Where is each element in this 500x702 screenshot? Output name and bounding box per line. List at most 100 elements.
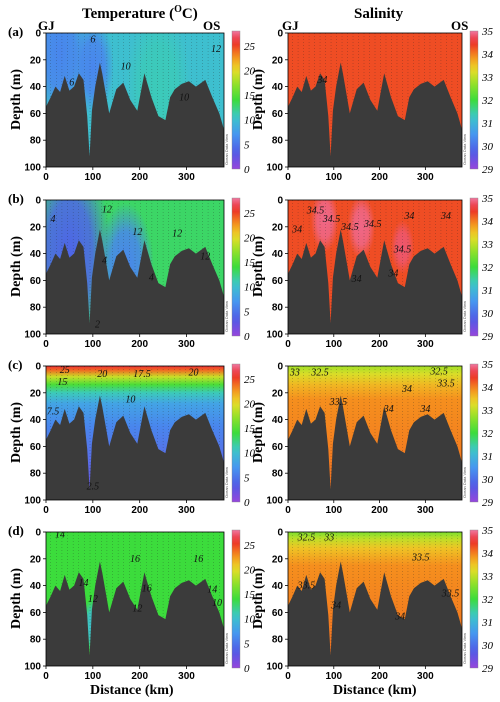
panel-a-temperature-colorbar-tick-label: 15 [244, 90, 256, 102]
panel-d-temperature-x-tick-label: 300 [178, 671, 195, 682]
panel-d-temperature-x-tick-label: 0 [43, 671, 49, 682]
panel-a-salinity-depth-axis-label: Depth (m) [251, 69, 266, 130]
panel-b-temperature-field: 4 12 12 12 12 4 4 2 [46, 200, 224, 334]
panel-a-temperature-contour-label: 10 [179, 92, 189, 103]
panel-c-temperature-contour-label: 7.5 [47, 407, 60, 418]
panel-a-temperature-field: 6 6 10 10 12 [46, 33, 224, 167]
panel-b-temperature-y-tick-label: 100 [24, 330, 41, 341]
panel-b-temperature-contour-label: 12 [132, 227, 142, 238]
panel-d-salinity-contour-label: 34 [330, 601, 341, 612]
panel-d-salinity-colorbar-tick-label: 33 [481, 571, 494, 583]
panel-a-salinity-y-tick-label: 20 [272, 55, 284, 66]
panel-b-salinity-x-tick-label: 300 [417, 339, 434, 350]
panel-a-salinity-colorbar-tick-label: 31 [481, 118, 493, 130]
panel-b-salinity-contour-label: 34 [403, 211, 414, 222]
panel-c-temperature-y-tick-label: 100 [24, 496, 41, 507]
distance-axis-label-left: Distance (km) [90, 683, 174, 698]
panel-a-salinity-y-tick-label: 0 [277, 29, 283, 40]
panel-d-temperature-colorbar-tick-label: 5 [244, 638, 250, 650]
panel-a-salinity-field: 34 [288, 33, 462, 167]
panel-d-temperature-x-tick-label: 200 [131, 671, 148, 682]
panel-a-temperature-y-tick-label: 100 [24, 163, 41, 174]
panel-a-temperature-colorbar-tick-label: 10 [244, 115, 256, 127]
panel-b-salinity-colorbar-tick-label: 33 [481, 239, 494, 251]
panel-a-salinity-colorbar-tick-label: 33 [481, 72, 494, 84]
panel-b-salinity-contour-label: 34.5 [340, 222, 359, 233]
panel-d-salinity-contour-label: 34 [394, 611, 405, 622]
panel-a-salinity-x-tick-label: 0 [285, 172, 291, 183]
panel-c-temperature-y-tick-label: 60 [30, 442, 42, 453]
panel-b-salinity-x-tick-label: 100 [325, 339, 342, 350]
panel-c-temperature-contour-label: 17.5 [133, 369, 151, 380]
panel-b-temperature-contour-label: 4 [149, 273, 154, 284]
panel-b-temperature-x-tick-label: 200 [131, 339, 148, 350]
panel-d-salinity-x-tick-label: 100 [325, 671, 342, 682]
panel-c-salinity-y-tick-label: 0 [277, 362, 283, 373]
panel-a-temperature-y-tick-label: 60 [30, 109, 42, 120]
panel-b-temperature-x-tick-label: 0 [43, 339, 49, 350]
panel-b-temperature-x-tick-label: 100 [84, 339, 101, 350]
panel-c-temperature-contour-label: 20 [97, 369, 107, 380]
distance-axis-label-right: Distance (km) [333, 683, 417, 698]
panel-c-temperature-x-tick-label: 200 [131, 505, 148, 516]
panel-d-temperature-y-tick-label: 20 [30, 554, 42, 565]
panel-a-temperature-y-tick-label: 20 [30, 55, 42, 66]
panel-d-salinity-contour-label: 33.5 [411, 552, 430, 563]
panel-b-temperature-colorbar-tick-label: 10 [244, 282, 256, 294]
panel-b-temperature-y-tick-label: 60 [30, 276, 42, 287]
panel-c-salinity-contour-label: 32.5 [429, 366, 448, 377]
panel-d-salinity-depth-axis-label: Depth (m) [251, 568, 266, 629]
panel-b-salinity-anomaly [391, 220, 414, 274]
panel-c-salinity-x-tick-label: 0 [285, 505, 291, 516]
panel-b-temperature-colorbar-tick-label: 20 [244, 232, 256, 244]
panel-c-temperature-colorbar-tick-label: 0 [244, 497, 250, 509]
panel-b-salinity-contour-label: 34.5 [322, 214, 341, 225]
panel-a-temperature-colorbar-tick-label: 0 [244, 164, 250, 176]
panel-c-salinity-colorbar [469, 363, 479, 503]
panel-c-salinity-watermark: Ocean Data View [462, 467, 467, 498]
panel-b-salinity-contour-label: 34.5 [306, 206, 325, 217]
panel-b-temperature-y-tick-label: 40 [30, 249, 42, 260]
panel-a-temperature-y-tick-label: 0 [35, 29, 41, 40]
panel-c-temperature-contour-label: 2.5 [87, 482, 100, 493]
panel-c-temperature-y-tick-label: 20 [30, 388, 42, 399]
panel-c-salinity-y-tick-label: 100 [266, 496, 283, 507]
panel-a-temperature-x-tick-label: 0 [43, 172, 49, 183]
panel-a-temperature-depth-axis-label: Depth (m) [9, 69, 24, 130]
panel-label-a: (a) [8, 24, 23, 39]
panel-d-temperature-colorbar-tick-label: 0 [244, 663, 250, 675]
panel-a-temperature-x-tick-label: 300 [178, 172, 195, 183]
panel-d-temperature-contour-label: 16 [130, 554, 140, 565]
panel-a-salinity-colorbar-tick-label: 29 [482, 164, 494, 176]
panel-d-temperature-colorbar-tick-label: 15 [244, 589, 256, 601]
panel-d-salinity-y-tick-label: 60 [272, 608, 284, 619]
panel-a-salinity-x-tick-label: 300 [417, 172, 434, 183]
panel-b-salinity-colorbar [469, 197, 479, 337]
panel-d-salinity-y-tick-label: 0 [277, 528, 283, 539]
panel-b-temperature-contour-label: 12 [102, 204, 112, 215]
panel-c-temperature-y-tick-label: 40 [30, 415, 42, 426]
panel-b-temperature-y-tick-label: 80 [30, 303, 42, 314]
station-gj-right: GJ [282, 18, 299, 33]
panel-d-temperature-colorbar-tick-label: 10 [244, 614, 256, 626]
panel-c-salinity-x-tick-label: 200 [371, 505, 388, 516]
panel-c-temperature-colorbar [231, 363, 241, 503]
panel-d-salinity-x-tick-label: 0 [285, 671, 291, 682]
panel-c-salinity-seabed [288, 395, 462, 500]
panel-b-temperature-contour-label: 4 [51, 214, 56, 225]
panel-a-temperature-x-tick-label: 200 [131, 172, 148, 183]
panel-d-temperature-contour-label: 10 [212, 598, 222, 609]
panel-c-salinity-colorbar-tick-label: 30 [481, 474, 494, 486]
panel-a-temperature-colorbar-tick-label: 5 [244, 139, 250, 151]
temperature-column-title: Temperature (OC) [82, 4, 198, 22]
panel-b-temperature-contour-label: 12 [200, 251, 210, 262]
panel-b-salinity-y-tick-label: 20 [272, 222, 284, 233]
panel-a-salinity-y-tick-label: 60 [272, 109, 284, 120]
panel-d-salinity-x-tick-label: 200 [371, 671, 388, 682]
panel-b-salinity-y-tick-label: 80 [272, 303, 284, 314]
panel-c-salinity-contour-label: 33.5 [329, 397, 348, 408]
panel-b-salinity-contour-label: 34 [351, 274, 362, 285]
panel-b-salinity-colorbar-tick-label: 34 [481, 216, 494, 228]
